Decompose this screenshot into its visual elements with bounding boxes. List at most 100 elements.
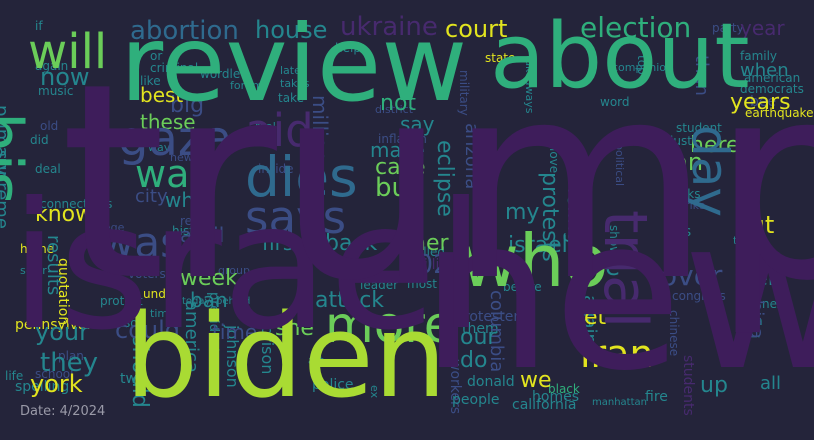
cloud-word: abortion	[130, 16, 239, 46]
cloud-word: bee	[750, 94, 777, 110]
cloud-word: more	[325, 296, 455, 354]
cloud-word: these	[140, 110, 196, 134]
cloud-word: big	[170, 93, 205, 118]
cloud-word: court	[445, 15, 508, 43]
cloud-word: tiktok	[733, 234, 765, 247]
cloud-word: american	[744, 71, 801, 85]
cloud-word: police	[312, 377, 354, 393]
cloud-word: make	[370, 138, 425, 162]
cloud-word: history	[172, 224, 214, 238]
cloud-word: help	[335, 41, 361, 55]
cloud-word: israeli	[508, 233, 574, 258]
cloud-word: party	[712, 21, 744, 35]
cloud-word: says	[245, 191, 347, 244]
cloud-word: connections	[40, 197, 113, 211]
cloud-word: york	[30, 370, 83, 398]
cloud-word: black	[548, 382, 580, 396]
cloud-word: just	[670, 134, 692, 148]
cloud-word: who	[460, 219, 609, 303]
cloud-word: state	[485, 51, 516, 65]
cloud-word: read	[180, 214, 208, 228]
cloud-word: ban	[190, 288, 228, 312]
cloud-word: spelling	[15, 379, 70, 395]
cloud-word: about	[490, 4, 750, 109]
cloud-word: our	[460, 325, 497, 350]
cloud-word: gaza	[118, 111, 233, 167]
cloud-word: election	[580, 11, 692, 44]
cloud-word: people	[452, 392, 500, 408]
cloud-word: biden	[125, 290, 447, 424]
cloud-word: week	[180, 266, 238, 291]
cloud-word: today	[182, 296, 211, 307]
cloud-word: us	[675, 224, 692, 240]
cloud-word: april	[180, 223, 225, 247]
cloud-word: new	[420, 172, 814, 417]
cloud-word: news	[170, 151, 199, 164]
cloud-word: here	[690, 133, 740, 158]
cloud-word: judge	[348, 257, 382, 271]
cloud-word: times	[150, 307, 181, 320]
cloud-word: pennsylvania	[15, 317, 108, 333]
cloud-word: over	[660, 259, 723, 292]
cloud-word: don	[740, 314, 763, 328]
cloud-word: get	[570, 305, 607, 330]
cloud-word: music	[38, 84, 74, 98]
cloud-word: your	[35, 318, 89, 346]
cloud-word: made	[348, 267, 383, 281]
cloud-word: but	[375, 173, 419, 203]
cloud-word: art	[308, 354, 324, 367]
cloud-word: home	[20, 242, 55, 256]
cloud-word: will	[28, 24, 108, 80]
cloud-word: next	[762, 297, 789, 311]
cloud-word: fire	[645, 389, 668, 405]
cloud-word: companion	[612, 61, 673, 74]
cloud-word: earthquake	[745, 106, 814, 120]
cloud-word: back	[325, 231, 378, 256]
cloud-word: protesters	[455, 309, 527, 325]
cloud-word: billion	[415, 257, 457, 273]
cloud-word: take	[278, 91, 304, 105]
cloud-word: her	[412, 231, 449, 256]
cloud-word: old	[40, 119, 59, 133]
cloud-word: 2024	[400, 250, 467, 280]
cloud-word: california	[512, 397, 577, 413]
cloud-word: deal	[35, 162, 61, 176]
cloud-word: years	[730, 90, 791, 115]
cloud-word: again	[35, 59, 69, 73]
cloud-word: late	[280, 64, 301, 77]
cloud-word: killed	[413, 245, 445, 259]
cloud-word: review	[120, 3, 468, 125]
cloud-word: protest	[100, 294, 143, 308]
cloud-word: if	[35, 19, 43, 33]
cloud-word: not	[380, 91, 417, 116]
cloud-word: their	[735, 266, 782, 290]
cloud-word: inflation	[378, 132, 427, 146]
cloud-word: now	[40, 63, 90, 91]
cloud-word: takes	[280, 77, 310, 90]
cloud-word: district	[375, 103, 414, 116]
cloud-word: homes	[532, 389, 579, 405]
cloud-word: criminal	[150, 61, 199, 75]
cloud-word: like	[140, 74, 161, 88]
cloud-word: israel	[10, 166, 486, 369]
cloud-word: donald	[467, 374, 515, 390]
cloud-word: could	[115, 316, 180, 344]
cloud-word: do	[460, 348, 488, 373]
cloud-word: time	[212, 320, 258, 344]
cloud-word: house	[255, 16, 328, 44]
cloud-word: trump	[60, 25, 814, 340]
cloud-word: attack	[315, 288, 385, 313]
cloud-word: aid	[245, 104, 314, 157]
cloud-word: solar	[20, 264, 47, 277]
cloud-word: word	[600, 95, 630, 109]
cloud-word: behind	[216, 296, 251, 307]
cloud-word: student	[676, 121, 722, 135]
cloud-word: before	[503, 280, 542, 294]
cloud-word: most	[407, 277, 437, 291]
cloud-word: say	[400, 112, 435, 136]
cloud-word: first	[262, 231, 302, 255]
cloud-word: way	[148, 141, 171, 154]
cloud-word: best	[140, 83, 184, 107]
cloud-word: life	[5, 369, 24, 383]
cloud-word: forum	[230, 79, 263, 92]
